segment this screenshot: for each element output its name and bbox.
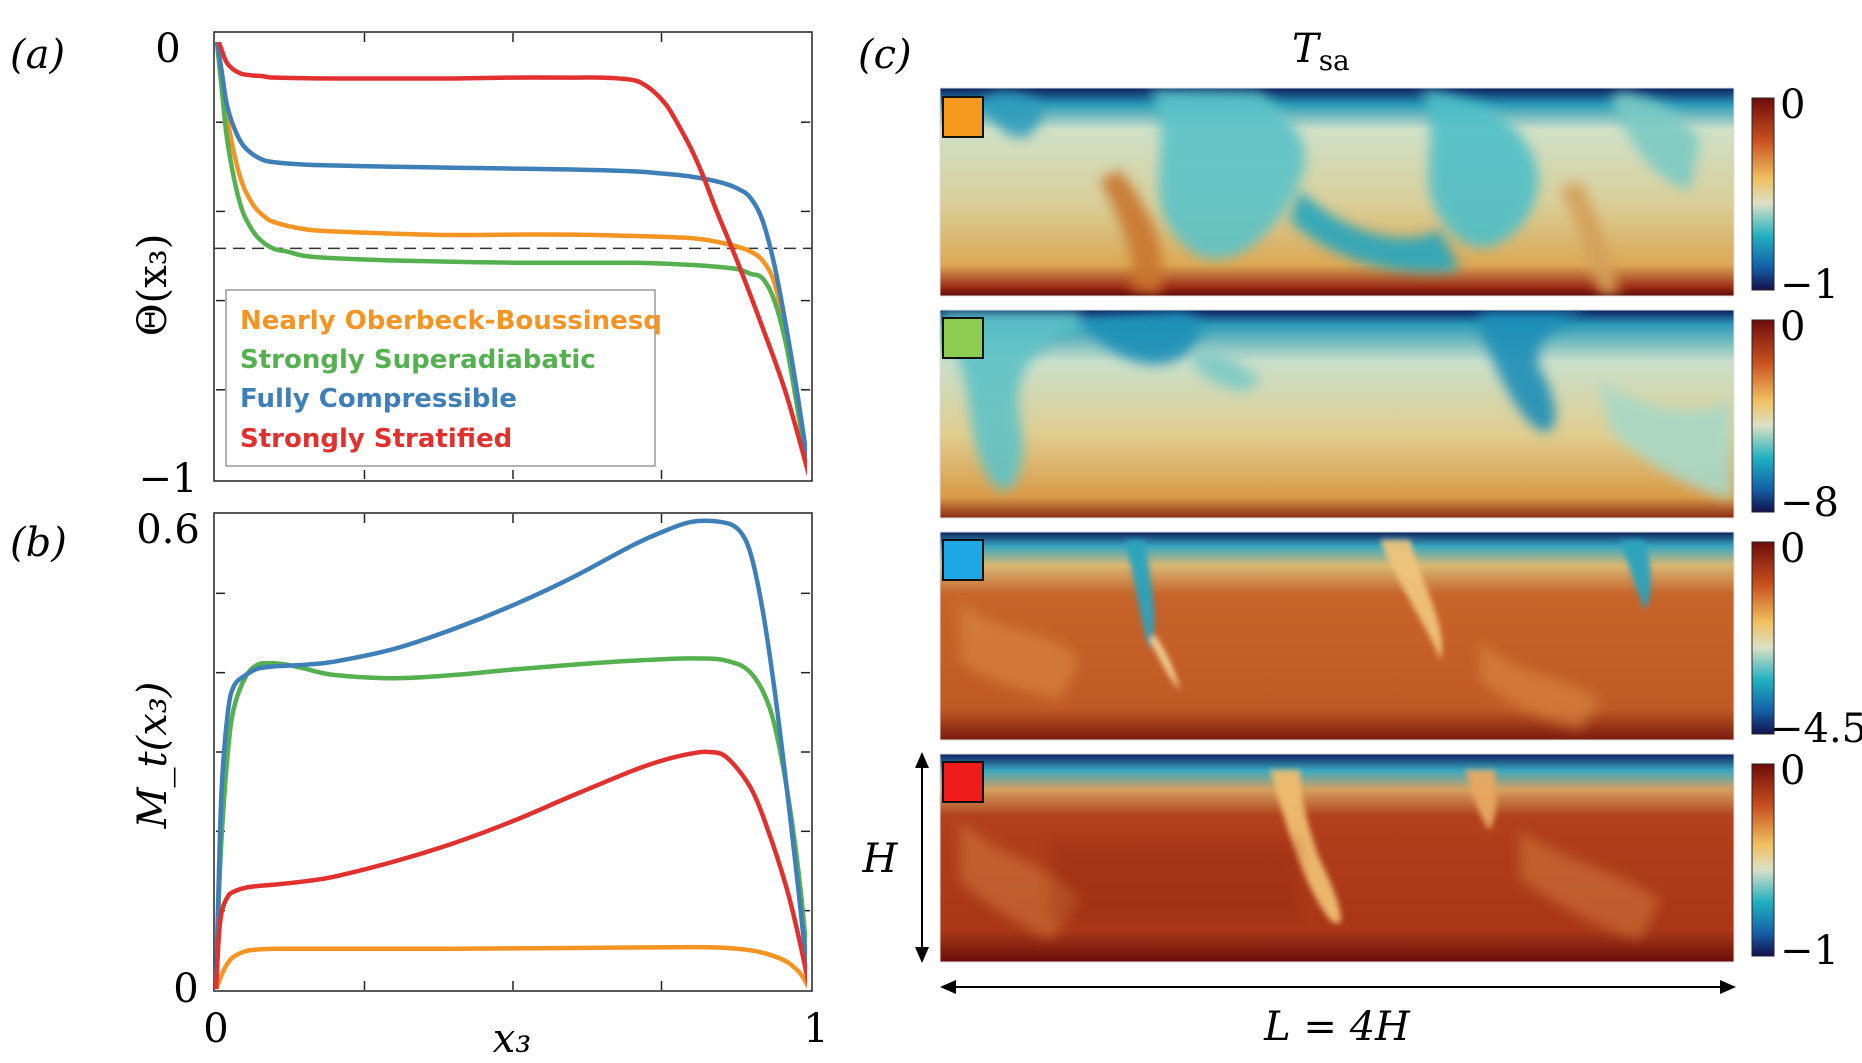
colorbar-1 (1751, 97, 1775, 291)
b-xtick-1: 1 (803, 1006, 828, 1052)
legend-item-fc: Fully Compressible (240, 384, 517, 414)
legend-item-nob: Nearly Oberbeck-Boussinesq (240, 306, 662, 336)
panel-c: (c) Tsa (858, 26, 1862, 1050)
colorbar-4-max: 0 (1780, 748, 1805, 794)
height-label: H (862, 836, 899, 882)
legend-item-ssa: Strongly Superadiabatic (240, 345, 596, 375)
colorbar-2-min: −8 (1780, 480, 1839, 526)
panel-a-label: (a) (10, 32, 65, 78)
panel-b-frame (213, 512, 813, 992)
series-line-fc (215, 42, 807, 475)
heatmap-nob (940, 88, 1734, 296)
series-line-ssa (214, 656, 807, 989)
a-ytick-0: 0 (155, 26, 180, 72)
heatmap-ssa-frame (939, 309, 1735, 519)
colorbar-3-max: 0 (1780, 526, 1805, 572)
heatmap-fc-frame (939, 531, 1735, 741)
a-ytick-min: −1 (139, 456, 198, 502)
heatmap-fc (940, 532, 1734, 740)
legend-box (225, 289, 656, 467)
case-marker-fc (942, 539, 984, 581)
panel-b: (b) 0.6 0 0 1 x₃ M_t(x₃) (10, 507, 829, 1062)
b-xlabel: x₃ (493, 1016, 532, 1062)
panel-a-series (214, 42, 807, 477)
case-marker-ss (942, 761, 984, 803)
case-marker-nob (942, 96, 984, 138)
width-label: L = 4H (1263, 1004, 1411, 1050)
heatmap-ss-frame (939, 753, 1735, 963)
width-dimension: L = 4H (940, 980, 1736, 1050)
b-ylabel: M_t(x₃) (130, 682, 176, 830)
a-ylabel: Θ(x₃) (130, 234, 176, 337)
panel-a-frame (213, 31, 813, 482)
heatmap-nob-frame (939, 87, 1735, 297)
series-line-ss (214, 749, 807, 989)
b-ytick-0: 0 (173, 966, 198, 1012)
colorbars: 0 −1 0 −8 0 −4.5 0 −1 (1751, 82, 1862, 974)
panel-c-title: Tsa (1292, 26, 1350, 77)
colorbar-1-max: 0 (1780, 82, 1805, 128)
heatmap-ss (940, 754, 1734, 962)
colorbar-4-min: −1 (1780, 928, 1839, 974)
b-xtick-0: 0 (203, 1006, 228, 1052)
panel-a: (a) 0 −1 Θ(x₃) Nearly Oberbeck-Boussines… (10, 26, 813, 502)
colorbar-4 (1751, 763, 1775, 957)
legend: Nearly Oberbeck-Boussinesq Strongly Supe… (225, 289, 662, 467)
panel-b-series (214, 518, 807, 989)
colorbar-1-min: −1 (1780, 262, 1839, 308)
colorbar-3 (1751, 541, 1775, 735)
panel-c-label: (c) (858, 32, 912, 78)
height-dimension: H (862, 752, 929, 963)
panel-b-label: (b) (10, 520, 67, 566)
panel-b-ticks (216, 514, 810, 990)
series-line-ssa (214, 42, 807, 475)
series-line-ss (216, 42, 807, 477)
series-line-fc (214, 518, 807, 989)
colorbar-2 (1751, 319, 1775, 513)
heatmap-ssa (940, 310, 1734, 518)
series-line-nob (214, 944, 807, 989)
case-marker-ssa (942, 317, 984, 359)
panel-a-ticks (216, 33, 810, 479)
b-ytick-max: 0.6 (136, 507, 200, 553)
legend-item-ss: Strongly Stratified (240, 424, 512, 454)
series-line-nob (214, 42, 807, 476)
colorbar-3-min: −4.5 (1770, 706, 1862, 752)
colorbar-2-max: 0 (1780, 304, 1805, 350)
